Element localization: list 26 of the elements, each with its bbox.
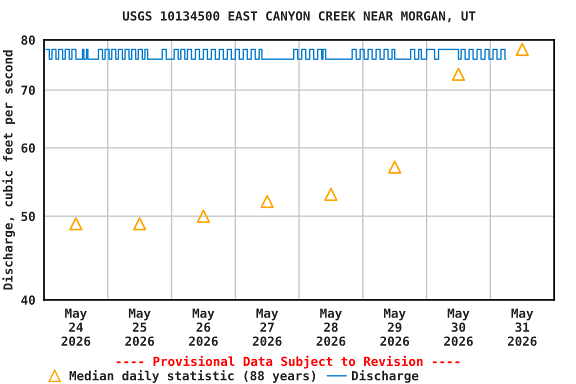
x-tick-label: May 25 2026 [125,308,154,346]
point [452,68,466,81]
y-axis-title: Discharge, cubic feet per second [2,50,16,290]
y-tick-label: 80 [21,35,35,45]
legend-label: Median daily statistic (88 years) [70,370,316,383]
x-tick-label: May 29 2026 [380,308,410,346]
point [388,160,402,174]
x-tick-label: May 26 2026 [189,308,218,346]
y-tick-label: 50 [21,212,35,222]
point [260,194,274,208]
y-tick-label: 40 [21,295,35,305]
point [324,188,338,202]
point [69,217,83,230]
x-tick-label: May 30 2026 [444,308,473,346]
chart-title: USGS 10134500 EAST CANYON CREEK NEAR MORGAN, UT [122,11,476,22]
y-tick-label: 70 [21,85,35,95]
x-tick-label: May 31 2026 [508,308,537,346]
text: ---- Provisional Data Subject to Revision ---- [116,356,460,368]
legend-label: Discharge [352,370,418,383]
point [133,217,146,230]
y-tick-label: 60 [21,143,35,153]
x-tick-label: May 28 2026 [316,308,346,346]
x-tick-label: May 27 2026 [252,308,282,346]
x-tick-label: May 24 2026 [62,308,90,346]
point [516,42,529,56]
point [196,210,210,223]
